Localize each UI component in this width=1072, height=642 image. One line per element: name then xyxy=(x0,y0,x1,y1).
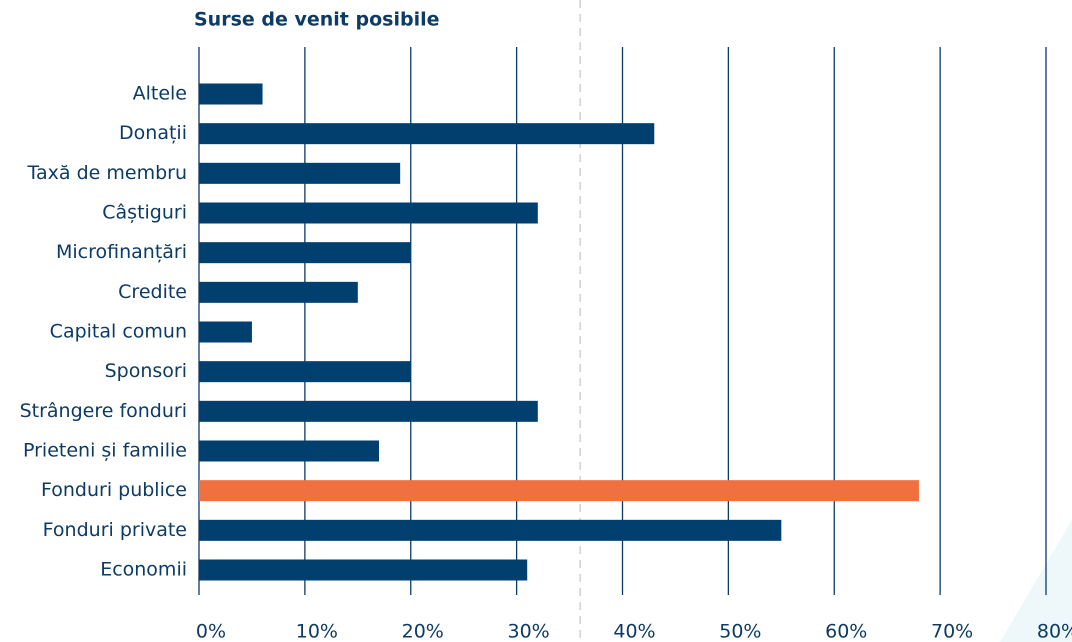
y-tick-label: Sponsori xyxy=(105,360,187,382)
y-tick-label: Câștiguri xyxy=(102,202,187,224)
x-tick-label: 80% xyxy=(1037,621,1072,642)
x-tick-label: 0% xyxy=(196,621,226,642)
y-tick-label: Prieteni și familie xyxy=(23,440,187,462)
bar xyxy=(199,281,358,303)
bar xyxy=(199,400,538,422)
y-tick-label: Strângere fonduri xyxy=(20,400,187,422)
bar xyxy=(199,83,263,105)
bar xyxy=(199,440,379,462)
x-tick-label: 50% xyxy=(719,621,761,642)
y-tick-label: Credite xyxy=(118,281,187,303)
y-tick-label: Taxă de membru xyxy=(27,162,187,184)
y-tick-label: Donații xyxy=(119,122,187,144)
x-tick-label: 20% xyxy=(402,621,444,642)
bar xyxy=(199,519,782,541)
x-tick-label: 10% xyxy=(296,621,338,642)
x-tick-label: 40% xyxy=(613,621,655,642)
y-tick-label: Microfinanțări xyxy=(56,241,187,263)
x-tick-label: 70% xyxy=(931,621,973,642)
y-tick-label: Economii xyxy=(100,559,187,581)
y-tick-label: Fonduri private xyxy=(43,519,187,541)
x-tick-label: 60% xyxy=(825,621,867,642)
y-tick-label: Altele xyxy=(133,83,187,105)
decoration xyxy=(1000,520,1072,642)
bar xyxy=(199,202,538,224)
bar xyxy=(199,162,401,184)
y-tick-label: Capital comun xyxy=(50,321,187,343)
y-tick-label: Fonduri publice xyxy=(41,479,187,501)
bar xyxy=(199,559,528,581)
bar xyxy=(199,480,919,502)
bar xyxy=(199,321,252,343)
chart-title: Surse de venit posibile xyxy=(194,9,440,31)
bar xyxy=(199,242,411,264)
bar xyxy=(199,361,411,383)
x-tick-label: 30% xyxy=(508,621,550,642)
bar xyxy=(199,123,655,145)
